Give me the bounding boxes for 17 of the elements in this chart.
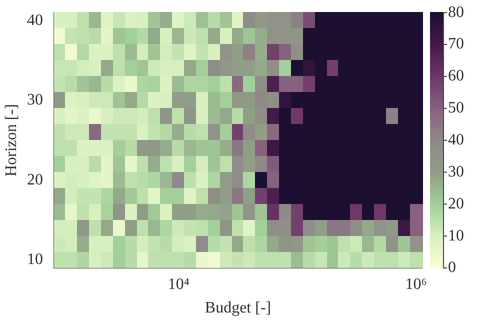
color-bar-label: 70: [448, 36, 464, 53]
color-bar-label: 10: [448, 227, 464, 244]
x-tick-label: 10⁶: [405, 276, 427, 293]
color-bar-label: 80: [448, 4, 464, 21]
y-axis-title: Horizon [-]: [2, 104, 20, 177]
y-tick-label: 10: [27, 251, 43, 268]
color-bar-label: 30: [448, 163, 464, 180]
color-bar-label: 40: [448, 132, 464, 149]
color-bar-label: 50: [448, 100, 464, 117]
x-tick-label: 10⁴: [168, 276, 190, 293]
color-bar-label: 60: [448, 68, 464, 85]
x-axis-title: Budget [-]: [204, 300, 272, 317]
y-tick-label: 30: [27, 92, 43, 109]
y-tick-label: 20: [27, 171, 43, 188]
color-bar-label: 20: [448, 195, 464, 212]
color-bar-label: 0: [448, 259, 456, 276]
y-tick-label: 40: [27, 12, 43, 29]
